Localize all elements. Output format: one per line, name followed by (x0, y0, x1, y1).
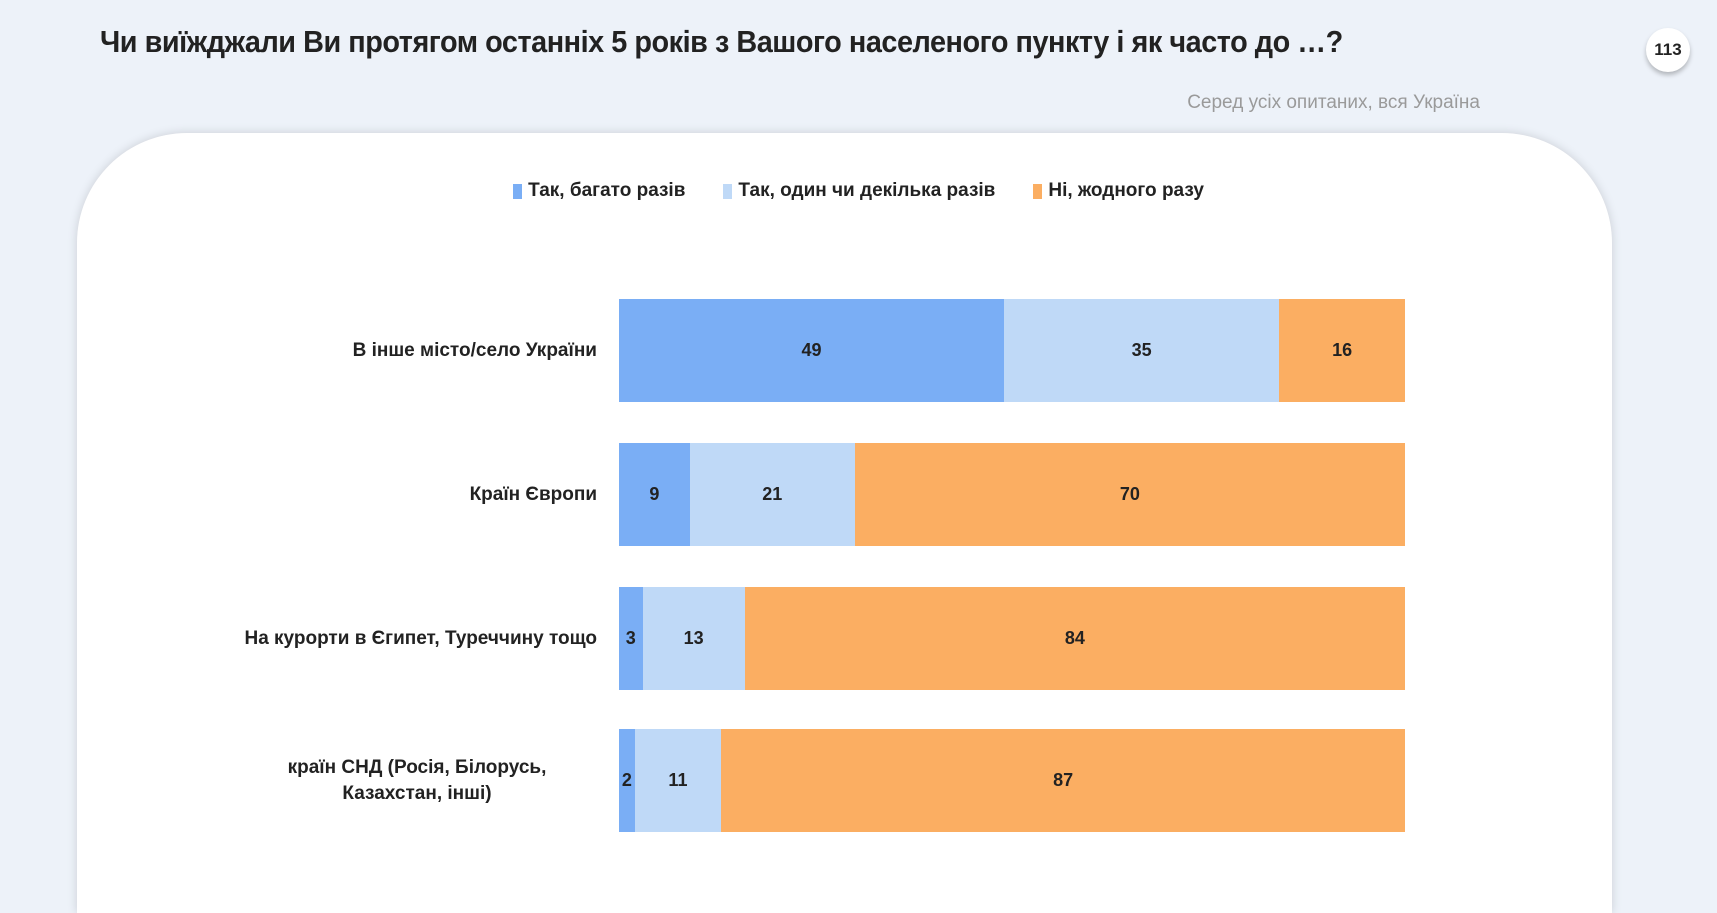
bar-segment: 11 (634, 729, 722, 832)
data-label: 2 (621, 770, 632, 790)
data-label: 3 (625, 628, 636, 648)
legend-label: Так, один чи декілька разів (738, 180, 996, 201)
data-label: 87 (1053, 770, 1074, 790)
data-label: 21 (762, 484, 783, 504)
legend-swatch (513, 183, 523, 199)
data-label: 16 (1332, 340, 1353, 360)
legend: Так, багато разів Так, один чи декілька … (0, 180, 1717, 202)
bar-segment: 3 (619, 587, 643, 690)
legend-label: Ні, жодного разу (1048, 180, 1204, 201)
data-label: 35 (1131, 340, 1152, 360)
bar-segment: 35 (1004, 299, 1280, 402)
legend-item: Так, один чи декілька разів (723, 180, 995, 202)
legend-item: Так, багато разів (513, 180, 685, 202)
subtitle: Серед усіх опитаних, вся Україна (1187, 92, 1480, 113)
legend-swatch (1033, 183, 1043, 199)
bar-segment: 84 (744, 587, 1405, 690)
data-label: 49 (801, 340, 822, 360)
data-label: 9 (649, 484, 660, 504)
bar-segment: 70 (854, 443, 1405, 546)
bar-segment: 2 (619, 729, 635, 832)
legend-label: Так, багато разів (528, 180, 686, 201)
bar-segment: 21 (689, 443, 855, 546)
page-number-badge: 113 (1646, 28, 1690, 72)
data-label: 84 (1064, 628, 1085, 648)
data-label: 70 (1119, 484, 1140, 504)
legend-swatch (723, 183, 733, 199)
category-label: В інше місто/село України (352, 339, 597, 361)
category-label: На курорти в Єгипет, Туреччину тощо (244, 627, 597, 649)
bar-segment: 13 (642, 587, 745, 690)
slide-title: Чи виїжджали Ви протягом останніх 5 рокі… (100, 24, 1343, 59)
bar-segment: 87 (721, 729, 1405, 832)
category-label: країн СНД (Росія, Білорусь, Казахстан, і… (287, 756, 547, 804)
category-label: Країн Європи (469, 483, 597, 505)
bar-segment: 49 (619, 299, 1005, 402)
legend-item: Ні, жодного разу (1033, 180, 1204, 202)
bar-segment: 16 (1279, 299, 1405, 402)
data-label: 11 (668, 770, 688, 790)
bar-segment: 9 (619, 443, 690, 546)
data-label: 13 (683, 628, 704, 648)
